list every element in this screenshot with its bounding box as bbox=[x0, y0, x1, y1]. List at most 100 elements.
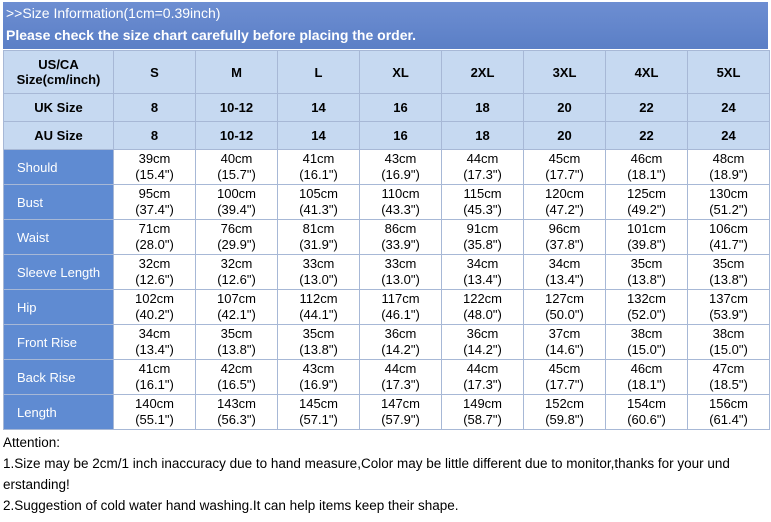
inch-value: (14.2") bbox=[463, 342, 502, 357]
measure-cell: 147cm (57.9") bbox=[359, 394, 442, 430]
measure-row: Sleeve Length 32cm (12.6") 32cm (12.6") 33cm(… bbox=[3, 254, 770, 290]
cm-value: 46cm bbox=[630, 361, 663, 376]
inch-value: (56.3") bbox=[217, 412, 256, 427]
size-value: 20 bbox=[523, 121, 606, 150]
inch-value: (35.8") bbox=[463, 237, 502, 252]
measure-row: Back Rise 41cm (16.1") 42cm (16.5") 43cm (16.9… bbox=[3, 359, 770, 395]
measure-cell: 38cm (15.0") bbox=[605, 324, 688, 360]
measure-cell: 36cm (14.2") bbox=[441, 324, 524, 360]
measure-cell: 40cm (15.7") bbox=[195, 149, 278, 185]
measure-cell: 115cm (45.3") bbox=[441, 184, 524, 220]
size-value: 10-12 bbox=[195, 93, 278, 122]
measure-cell: 130cm (51.2") bbox=[687, 184, 770, 220]
measure-cell: 86cm (33.9") bbox=[359, 219, 442, 255]
inch-value: (59.8") bbox=[545, 412, 584, 427]
row-label: Sleeve Length bbox=[3, 254, 114, 290]
size-name: 5XL bbox=[687, 50, 770, 94]
measure-cell: 35cm (13.8") bbox=[195, 324, 278, 360]
measure-cell: 44cm (17.3") bbox=[441, 359, 524, 395]
cm-value: 107cm bbox=[216, 291, 257, 306]
measure-row: Length 140cm (55.1") 143cm (56.3") 145cm (57.1… bbox=[3, 394, 770, 430]
inch-value: (28.0") bbox=[135, 237, 174, 252]
inch-value: (41.3") bbox=[299, 202, 338, 217]
cm-value: 117cm bbox=[381, 291, 420, 306]
inch-value: (46.1") bbox=[381, 307, 420, 322]
inch-value: (15.0") bbox=[709, 342, 748, 357]
inch-value: (60.6") bbox=[627, 412, 666, 427]
inch-value: (18.1") bbox=[627, 377, 666, 392]
measure-cell: 149cm (58.7") bbox=[441, 394, 524, 430]
size-value: 24 bbox=[687, 121, 770, 150]
measure-cell: 156cm (61.4") bbox=[687, 394, 770, 430]
size-name: 2XL bbox=[441, 50, 524, 94]
cm-value: 38cm bbox=[630, 326, 663, 341]
cm-value: 32cm bbox=[220, 256, 253, 271]
header-title: >>Size Information(1cm=0.39inch) bbox=[6, 5, 221, 21]
size-name: M bbox=[195, 50, 278, 94]
measure-cell: 95cm (37.4") bbox=[113, 184, 196, 220]
cm-value: 96cm bbox=[548, 221, 581, 236]
cm-value: 35cm bbox=[220, 326, 253, 341]
inch-value: (61.4") bbox=[709, 412, 748, 427]
size-name: L bbox=[277, 50, 360, 94]
inch-value: (39.8") bbox=[627, 237, 666, 252]
inch-value: (13.8") bbox=[299, 342, 338, 357]
cm-value: 36cm bbox=[466, 326, 499, 341]
inch-value: (16.9") bbox=[381, 167, 420, 182]
size-value: 16 bbox=[359, 121, 442, 150]
size-row: UK Size 8 10-12 14 16 18 20 22 24 bbox=[3, 93, 770, 122]
header-subtitle: Please check the size chart carefully be… bbox=[6, 27, 417, 43]
row-label: Bust bbox=[3, 184, 114, 220]
inch-value: (57.1") bbox=[299, 412, 338, 427]
measure-cell: 140cm (55.1") bbox=[113, 394, 196, 430]
cm-value: 34cm bbox=[548, 256, 581, 271]
measure-row: Waist 71cm (28.0") 76cm (29.9") 81cm (31.9") 86… bbox=[3, 219, 770, 255]
cm-value: 86cm bbox=[384, 221, 417, 236]
inch-value: (57.9") bbox=[381, 412, 420, 427]
inch-value: (31.9") bbox=[299, 237, 338, 252]
measure-cell: 48cm (18.9") bbox=[687, 149, 770, 185]
inch-value: (48.0") bbox=[463, 307, 502, 322]
inch-value: (58.7") bbox=[463, 412, 502, 427]
header-row: US/CA Size(cm/inch) S M L XL 2XL 3XL 4XL 5XL bbox=[3, 50, 770, 94]
measure-cell: 117cm (46.1") bbox=[359, 289, 442, 325]
inch-value: (42.1") bbox=[217, 307, 256, 322]
cm-value: 47cm bbox=[712, 361, 745, 376]
cm-value: 45cm bbox=[548, 151, 581, 166]
inch-value: (15.4") bbox=[135, 167, 174, 182]
inch-value: (43.3") bbox=[381, 202, 420, 217]
size-name: 3XL bbox=[523, 50, 606, 94]
row-label: AU Size bbox=[3, 121, 114, 150]
inch-value: (17.3") bbox=[463, 377, 502, 392]
measure-cell: 100cm (39.4") bbox=[195, 184, 278, 220]
cm-value: 140cm bbox=[134, 396, 175, 411]
measure-cell: 47cm (18.5") bbox=[687, 359, 770, 395]
measure-cell: 32cm (12.6") bbox=[113, 254, 196, 290]
cm-value: 45cm bbox=[548, 361, 581, 376]
inch-value: (14.2") bbox=[381, 342, 420, 357]
measure-cell: 34cm (13.4") bbox=[113, 324, 196, 360]
cm-value: 76cm bbox=[220, 221, 253, 236]
inch-value: (16.9") bbox=[299, 377, 338, 392]
inch-value: (17.7") bbox=[545, 377, 584, 392]
inch-value: (13.8") bbox=[709, 272, 748, 287]
cm-value: 81cm bbox=[302, 221, 335, 236]
cm-value: 34cm bbox=[466, 256, 499, 271]
measure-cell: 33cm (13.0") bbox=[359, 254, 442, 290]
cm-value: 37cm bbox=[548, 326, 581, 341]
measure-cell: 107cm (42.1") bbox=[195, 289, 278, 325]
size-name: 4XL bbox=[605, 50, 688, 94]
measure-cell: 33cm (13.0") bbox=[277, 254, 360, 290]
measure-cell: 137cm (53.9") bbox=[687, 289, 770, 325]
measure-cell: 37cm (14.6") bbox=[523, 324, 606, 360]
inch-value: (16.1") bbox=[135, 377, 174, 392]
inch-value: (18.1") bbox=[627, 167, 666, 182]
inch-value: (15.7") bbox=[217, 167, 256, 182]
measure-cell: 41cm (16.1") bbox=[277, 149, 360, 185]
notes-heading: Attention: bbox=[3, 435, 61, 450]
note-line: 1.Size may be 2cm/1 inch inaccuracy due … bbox=[3, 456, 730, 471]
measure-cell: 112cm (44.1") bbox=[277, 289, 360, 325]
measure-cell: 38cm (15.0") bbox=[687, 324, 770, 360]
cm-value: 101cm bbox=[626, 221, 667, 236]
cm-value: 41cm bbox=[302, 151, 335, 166]
